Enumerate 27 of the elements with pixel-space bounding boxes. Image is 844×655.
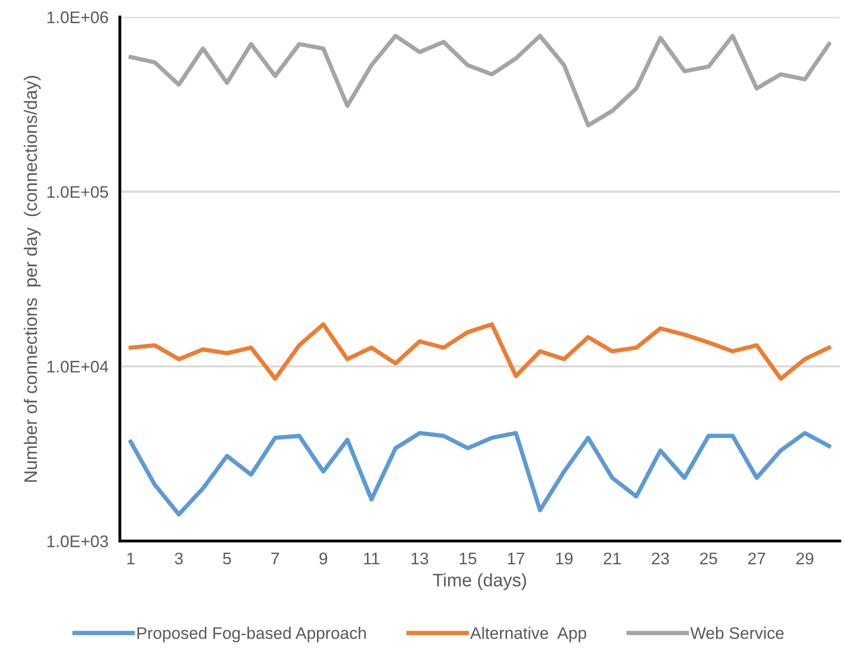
x-tick-label: 21: [604, 552, 621, 564]
line-series: [128, 322, 832, 381]
x-tick-label: 7: [271, 552, 279, 564]
x-tick-label: 11: [364, 552, 380, 564]
line-series: [128, 34, 832, 128]
y-tick-label: 1.0E+04: [47, 360, 108, 373]
x-tick-label: 17: [508, 552, 524, 564]
legend-label: Web Service: [690, 626, 784, 640]
x-tick-label: 29: [796, 552, 814, 564]
legend-label: Proposed Fog-based Approach: [137, 626, 366, 642]
x-tick-label: 9: [319, 552, 328, 564]
y-tick-label: 1.0E+03: [47, 535, 108, 548]
x-tick-label: 23: [652, 552, 669, 564]
x-tick-label: 5: [223, 552, 231, 564]
x-tick-label: 27: [748, 552, 766, 564]
x-tick-label: 3: [174, 552, 183, 564]
x-tick-label: 19: [556, 552, 573, 564]
y-tick-label: 1.0E+06: [47, 11, 108, 24]
y-axis-title: Number of connections per day (connections/day): [24, 76, 41, 482]
x-tick-label: 1: [127, 552, 135, 564]
legend-label: Alternative App: [470, 626, 586, 642]
x-tick-label: 13: [412, 552, 428, 564]
x-axis-title: Time (days): [432, 573, 526, 590]
x-tick-label: 25: [700, 552, 718, 564]
x-tick-label: 15: [460, 552, 476, 564]
y-tick-label: 1.0E+05: [47, 186, 108, 198]
line-series: [128, 430, 832, 517]
